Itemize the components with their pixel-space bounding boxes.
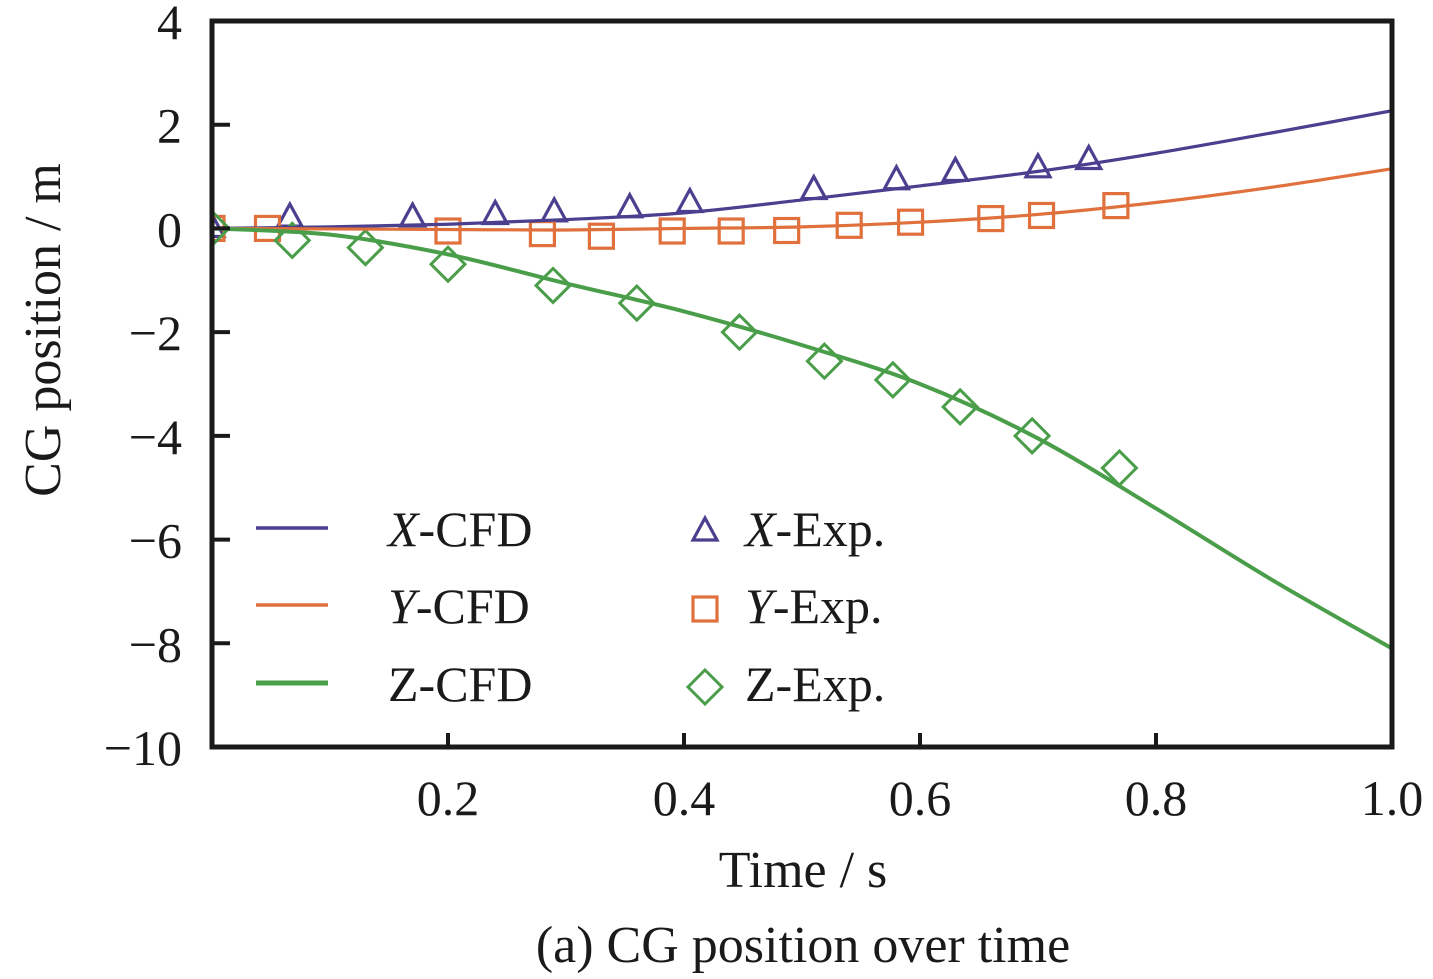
legend-item-x-cfd: X-CFD — [256, 501, 532, 557]
diamond-marker — [720, 313, 759, 352]
triangle-marker — [940, 155, 971, 183]
triangle-marker — [480, 198, 510, 226]
line-x-cfd — [212, 109, 1392, 231]
triangle-marker — [275, 200, 305, 228]
x-axis-label: Time / s — [719, 842, 888, 899]
series-x-exp — [212, 143, 1104, 239]
legend-item-z-cfd: Z-CFD — [256, 656, 532, 712]
line-y-cfd — [212, 167, 1392, 232]
triangle-marker — [881, 163, 912, 191]
legend-diamond-marker — [685, 667, 725, 707]
y-tick-label: 0 — [157, 201, 182, 257]
x-tick-label: 1.0 — [1361, 770, 1424, 826]
triangle-marker — [212, 211, 227, 239]
legend-item-z-exp: Z-Exp. — [685, 656, 885, 712]
legend-label: Y-CFD — [388, 578, 530, 634]
square-marker — [658, 217, 686, 245]
triangle-marker — [615, 191, 645, 219]
series-z-exp — [212, 209, 1139, 488]
x-tick-label: 0.6 — [889, 770, 952, 826]
square-marker — [587, 222, 616, 250]
legend-label: Z-CFD — [388, 656, 532, 712]
legend-label: Y-Exp. — [745, 578, 883, 634]
diamond-marker — [873, 360, 912, 399]
x-tick-label: 0.2 — [417, 770, 480, 826]
x-tick-label: 0.8 — [1125, 770, 1188, 826]
triangle-marker — [397, 200, 428, 228]
y-axis-label: CG position / m — [15, 163, 72, 497]
legend-item-y-exp: Y-Exp. — [691, 578, 883, 634]
y-tick-label: −10 — [104, 720, 182, 776]
triangle-marker — [675, 186, 705, 214]
square-marker — [717, 217, 745, 245]
diamond-marker — [533, 266, 573, 305]
square-marker — [528, 220, 557, 248]
y-tick-label: −6 — [129, 513, 182, 569]
diamond-marker — [273, 221, 312, 260]
plot-frame — [209, 18, 1395, 750]
triangle-marker — [1074, 143, 1104, 171]
series-y-exp — [212, 192, 1130, 250]
triangle-marker — [799, 173, 829, 201]
chart-title: (a) CG position over time — [536, 917, 1070, 974]
legend-item-x-exp: X-Exp. — [690, 501, 885, 557]
axes: 0.2 0.4 0.6 0.8 1.0 4 2 0 −2 −4 −6 −8 −10 — [104, 0, 1423, 826]
legend-item-y-cfd: Y-CFD — [256, 578, 530, 634]
legend-square-marker — [691, 595, 719, 623]
triangle-marker — [1023, 151, 1053, 179]
y-tick-label: −2 — [129, 305, 182, 361]
y-tick-label: 2 — [157, 98, 182, 154]
diamond-marker — [212, 209, 232, 248]
legend-label: Z-Exp. — [745, 656, 885, 712]
y-tick-label: 4 — [157, 0, 182, 50]
triangle-marker — [539, 195, 569, 223]
series-layer — [212, 109, 1392, 651]
legend-triangle-marker — [690, 514, 720, 542]
x-tick-label: 0.4 — [653, 770, 716, 826]
legend: X-CFD Y-CFD Z-CFD X-Exp. Y-Exp. Z-Exp. — [256, 501, 885, 712]
legend-label: X-CFD — [386, 501, 532, 557]
y-tick-label: −8 — [129, 616, 182, 672]
square-marker — [773, 216, 801, 245]
diamond-marker — [940, 387, 980, 426]
y-tick-label: −4 — [129, 409, 182, 465]
line-z-cfd — [212, 226, 1392, 651]
legend-label: X-Exp. — [743, 501, 885, 557]
